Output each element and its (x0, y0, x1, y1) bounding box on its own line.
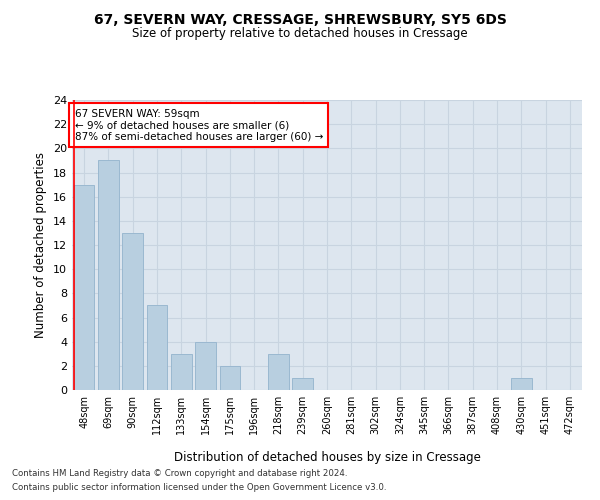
Bar (511, 378, 532, 390)
Text: Contains HM Land Registry data © Crown copyright and database right 2024.: Contains HM Land Registry data © Crown c… (12, 468, 347, 477)
Bar (292, 378, 313, 390)
Y-axis label: Number of detached properties: Number of detached properties (34, 152, 47, 338)
Bar (268, 354, 289, 390)
Text: 67 SEVERN WAY: 59sqm
← 9% of detached houses are smaller (6)
87% of semi-detache: 67 SEVERN WAY: 59sqm ← 9% of detached ho… (74, 108, 323, 142)
Bar (171, 354, 191, 390)
Bar (122, 233, 143, 390)
Bar (146, 306, 167, 390)
Bar (74, 184, 94, 390)
Bar (195, 342, 216, 390)
Text: Distribution of detached houses by size in Cressage: Distribution of detached houses by size … (173, 451, 481, 464)
Bar (98, 160, 119, 390)
Text: 67, SEVERN WAY, CRESSAGE, SHREWSBURY, SY5 6DS: 67, SEVERN WAY, CRESSAGE, SHREWSBURY, SY… (94, 12, 506, 26)
Text: Contains public sector information licensed under the Open Government Licence v3: Contains public sector information licen… (12, 484, 386, 492)
Text: Size of property relative to detached houses in Cressage: Size of property relative to detached ho… (132, 28, 468, 40)
Bar (220, 366, 240, 390)
